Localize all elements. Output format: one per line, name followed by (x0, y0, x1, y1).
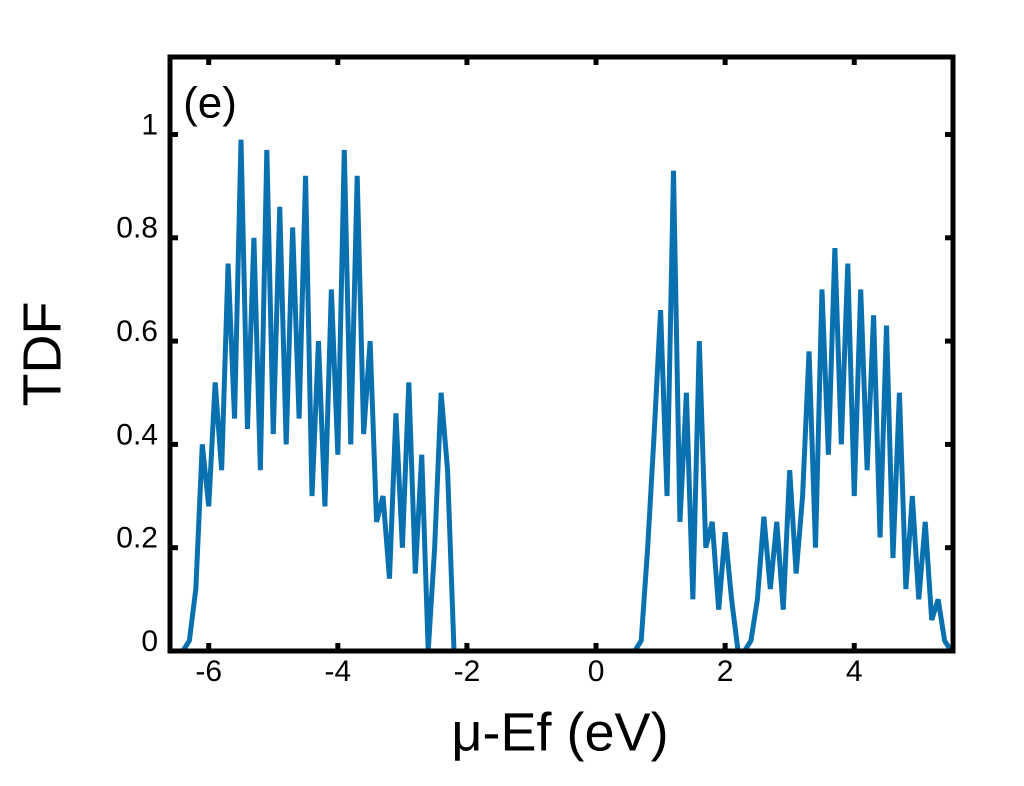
y-tick-label: 1 (141, 108, 158, 141)
annotation: (e) (183, 79, 237, 128)
y-tick-label: 0.8 (116, 212, 158, 245)
y-axis-label: TDF (12, 302, 72, 407)
x-tick-label: -4 (324, 655, 351, 688)
x-tick-label: -2 (454, 655, 481, 688)
x-tick-label: 0 (588, 655, 605, 688)
data-line (170, 139, 954, 654)
y-tick-label: 0.4 (116, 418, 158, 451)
y-tick-label: 0 (141, 625, 158, 658)
x-axis-label: μ-Ef (eV) (451, 702, 668, 762)
plot-frame (167, 54, 956, 654)
x-tick-label: 4 (846, 655, 863, 688)
x-tick-label: 2 (717, 655, 734, 688)
y-tick-label: 0.6 (116, 315, 158, 348)
x-tick-label: -6 (195, 655, 222, 688)
y-tick-label: 0.2 (116, 522, 158, 555)
